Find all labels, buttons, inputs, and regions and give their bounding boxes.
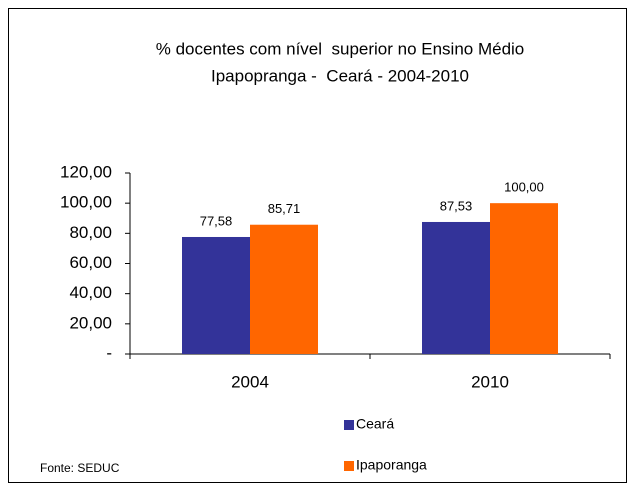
y-tick-label: 120,00 [60, 162, 112, 181]
y-tick-label: 100,00 [60, 193, 112, 212]
x-tick-label: 2010 [471, 372, 509, 391]
bar [490, 203, 558, 354]
y-tick-label: 20,00 [69, 313, 112, 332]
y-tick-label: - [106, 343, 112, 362]
bar [250, 224, 318, 354]
bar [422, 221, 490, 354]
legend-label: Ipaporanga [356, 457, 427, 473]
y-tick-label: 80,00 [69, 223, 112, 242]
chart-title: % docentes com nível superior no Ensino … [156, 39, 525, 58]
data-label: 87,53 [440, 198, 473, 213]
data-label: 100,00 [504, 180, 544, 195]
data-label: 77,58 [200, 213, 233, 228]
legend-swatch [344, 461, 354, 471]
legend-swatch [344, 420, 354, 430]
x-tick-label: 2004 [231, 372, 269, 391]
bar [182, 236, 250, 354]
source-note: Fonte: SEDUC [40, 461, 120, 475]
data-label: 85,71 [268, 201, 301, 216]
y-tick-label: 60,00 [69, 253, 112, 272]
legend-label: Ceará [356, 416, 394, 432]
y-tick-label: 40,00 [69, 283, 112, 302]
chart-title: Ipapopranga - Ceará - 2004-2010 [211, 66, 469, 85]
